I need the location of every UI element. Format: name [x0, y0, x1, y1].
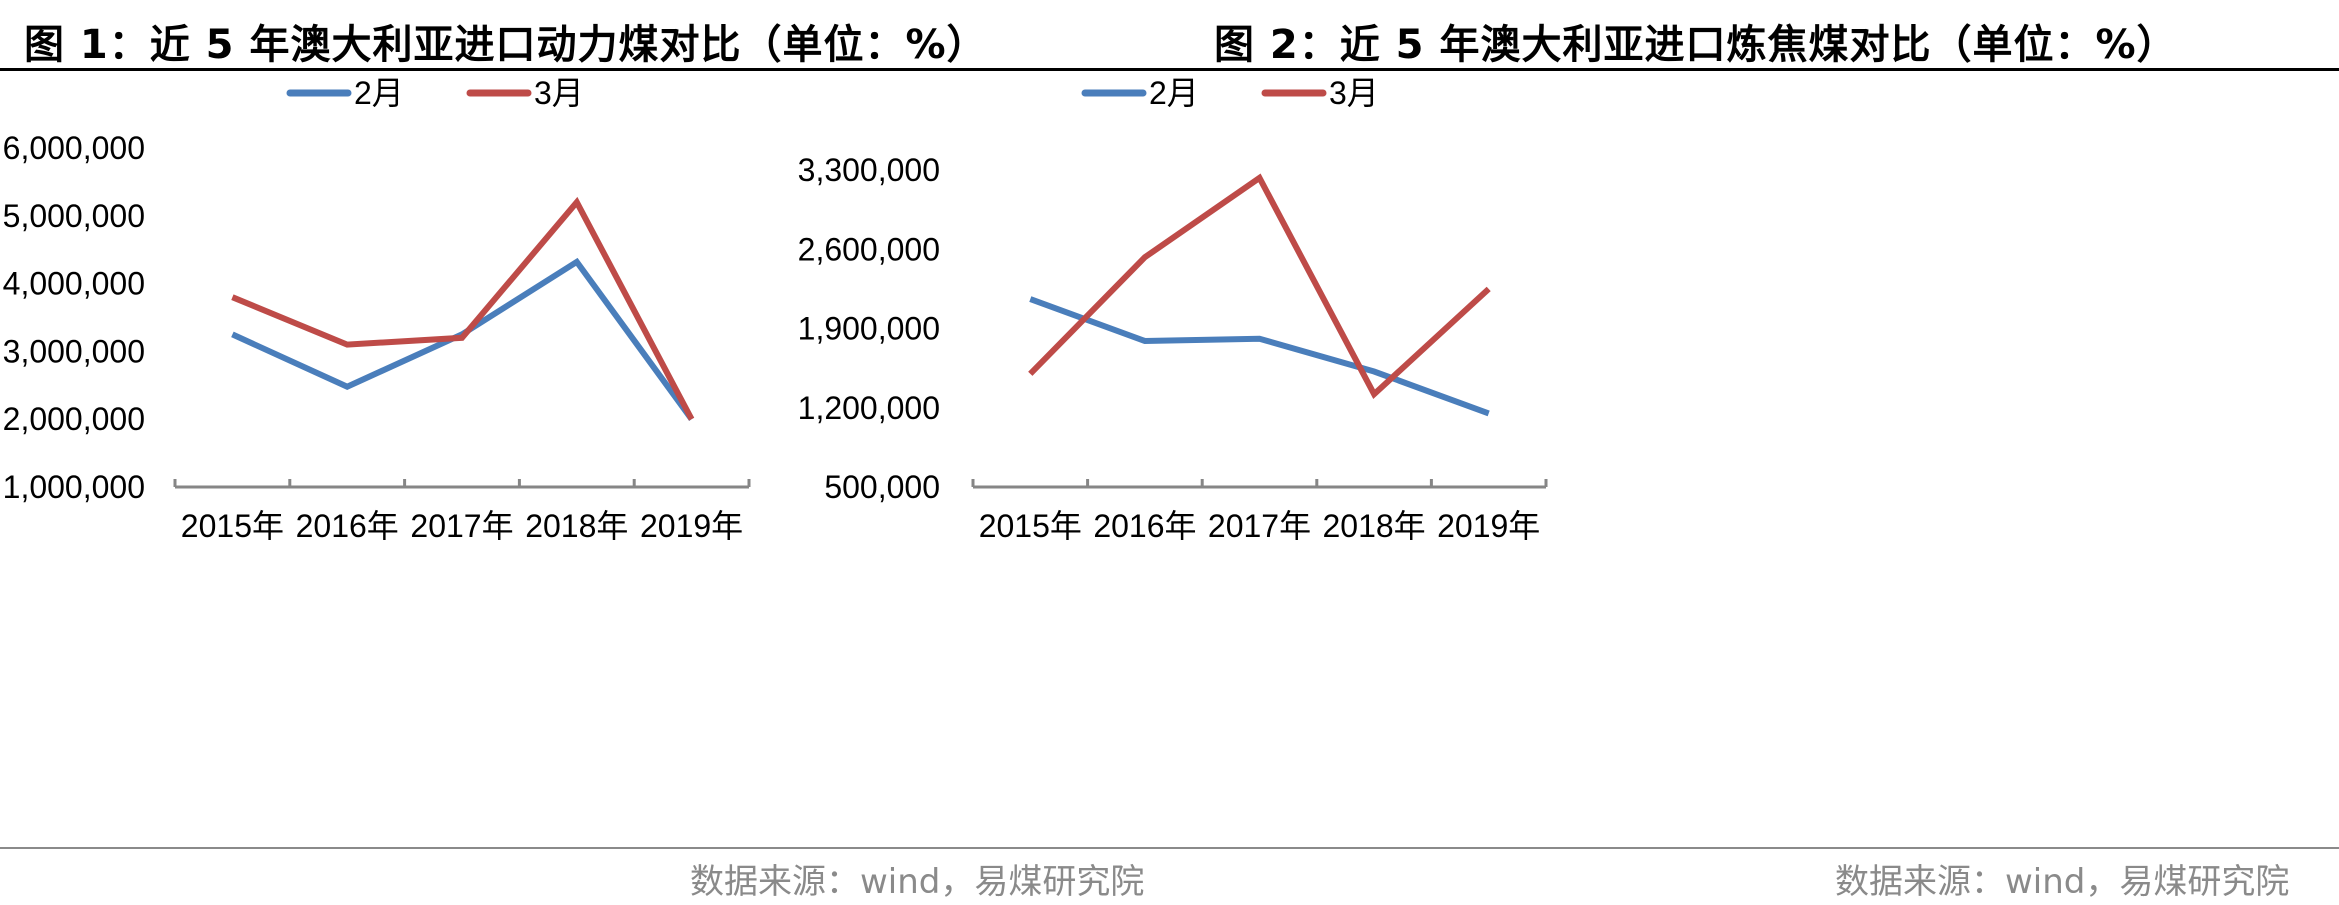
source-note: 数据来源：wind，易煤研究院 [690, 862, 1145, 902]
x-tick-label: 2015年 [979, 508, 1082, 544]
y-tick-label: 1,200,000 [798, 390, 940, 426]
y-tick-label: 4,000,000 [3, 266, 145, 302]
line-chart: 2015年 2016年 2017年 2018年 2019年 500,000 1,200,00… [798, 75, 1548, 544]
title-underline [1190, 68, 2339, 71]
footer-divider [1190, 847, 2339, 849]
chart-panel-2: 图 2：近 5 年澳大利亚进口炼焦煤对比（单位：%） 2015年 2016年 201… [798, 0, 2339, 905]
x-tick-label: 2016年 [296, 508, 399, 544]
chart-title: 图 2：近 5 年澳大利亚进口炼焦煤对比（单位：%） [1214, 22, 2178, 68]
y-tick-label: 5,000,000 [3, 198, 145, 234]
line-chart: 2015年 2016年 2017年 2018年 2019年 1,000,000 2,000,… [3, 75, 751, 544]
chart-title: 图 1：近 5 年澳大利亚进口动力煤对比（单位：%） [24, 22, 988, 68]
x-tick-label: 2015年 [181, 508, 284, 544]
legend-label: 2月 [354, 75, 404, 111]
y-tick-label: 2,000,000 [3, 401, 145, 437]
x-tick-label: 2016年 [1093, 508, 1196, 544]
x-tick-label: 2018年 [525, 508, 628, 544]
x-tick-label: 2019年 [640, 508, 743, 544]
y-tick-label: 3,300,000 [798, 152, 940, 188]
legend-label: 2月 [1149, 75, 1199, 111]
y-tick-label: 3,000,000 [3, 333, 145, 369]
x-tick-label: 2017年 [1208, 508, 1311, 544]
y-tick-label: 2,600,000 [798, 231, 940, 267]
series-line [1029, 296, 1490, 417]
y-tick-label: 500,000 [824, 469, 940, 505]
x-tick-label: 2017年 [410, 508, 513, 544]
series-line [231, 196, 695, 421]
footer-divider [0, 847, 1190, 849]
x-tick-label: 2019年 [1437, 508, 1540, 544]
source-note: 数据来源：wind，易煤研究院 [1835, 862, 2290, 902]
title-underline [0, 68, 1190, 71]
y-tick-label: 1,900,000 [798, 311, 940, 347]
x-tick-label: 2018年 [1322, 508, 1425, 544]
series-line [1028, 173, 1491, 400]
legend-label: 3月 [1329, 75, 1379, 111]
y-tick-label: 1,000,000 [3, 469, 145, 505]
legend-label: 3月 [534, 75, 584, 111]
y-tick-label: 6,000,000 [3, 130, 145, 166]
chart-panel-1: 图 1：近 5 年澳大利亚进口动力煤对比（单位：%） 2015年 2016年 201… [0, 22, 1190, 902]
